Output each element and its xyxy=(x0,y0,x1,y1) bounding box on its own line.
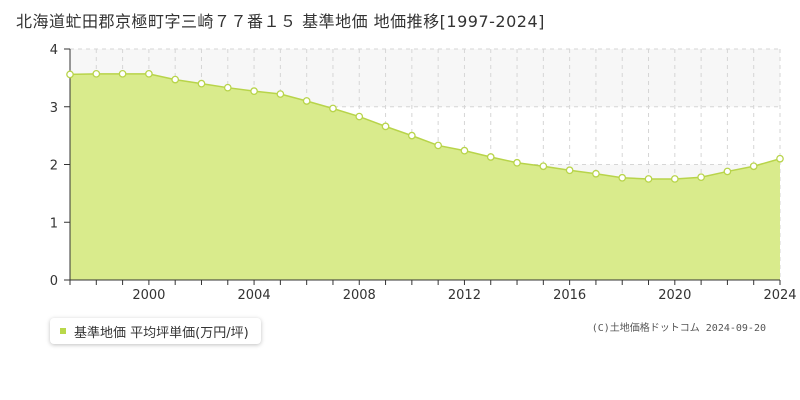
x-tick-label: 2008 xyxy=(343,288,376,303)
x-tick-label: 2016 xyxy=(553,288,586,303)
area-series xyxy=(69,73,781,281)
data-point xyxy=(697,173,705,182)
legend: 基準地価 平均坪単価(万円/坪) xyxy=(50,318,261,344)
data-points xyxy=(66,69,784,183)
y-tick-label: 0 xyxy=(50,274,58,289)
legend-swatch-icon xyxy=(60,328,66,334)
x-tick-label: 2024 xyxy=(763,288,796,303)
series-line xyxy=(69,73,781,180)
x-tick-labels: 2000 2004 2008 2012 2016 2020 2024 xyxy=(132,288,796,303)
data-point xyxy=(92,69,101,78)
legend-label: 基準地価 平均坪単価(万円/坪) xyxy=(74,325,249,341)
data-point xyxy=(329,104,337,113)
data-point xyxy=(723,167,732,176)
data-point xyxy=(644,175,653,183)
data-point xyxy=(539,162,548,171)
x-tick-label: 2012 xyxy=(448,288,481,303)
data-point xyxy=(513,158,521,167)
data-point xyxy=(66,70,74,79)
data-point xyxy=(250,87,258,96)
data-point xyxy=(276,90,285,98)
chart-title: 北海道虻田郡京極町字三崎７７番１５ 基準地価 地価推移[1997-2024] xyxy=(16,12,545,31)
data-point xyxy=(145,69,153,78)
data-point xyxy=(223,83,232,92)
data-point xyxy=(408,131,416,140)
data-point xyxy=(565,166,574,175)
data-point xyxy=(592,169,600,178)
x-tick-label: 2004 xyxy=(238,288,271,303)
area-fill xyxy=(70,73,780,281)
data-point xyxy=(460,146,469,155)
axes xyxy=(64,48,781,285)
y-tick-label: 1 xyxy=(50,216,58,231)
data-point xyxy=(486,153,495,161)
data-point xyxy=(171,75,180,84)
y-tick-labels: 0 1 2 3 4 xyxy=(50,43,58,289)
x-tick-label: 2020 xyxy=(658,288,691,303)
y-tick-label: 2 xyxy=(50,159,58,174)
y-tick-label: 4 xyxy=(50,43,58,58)
data-point xyxy=(118,69,127,78)
data-point xyxy=(302,97,311,105)
data-point xyxy=(355,112,364,121)
data-point xyxy=(670,175,679,183)
data-point xyxy=(197,79,206,88)
data-point xyxy=(749,162,758,171)
data-point xyxy=(381,122,390,131)
data-point xyxy=(776,154,784,163)
copyright-credit: (C)土地価格ドットコム 2024-09-20 xyxy=(591,323,766,334)
y-tick-label: 3 xyxy=(50,101,58,116)
x-tick-label: 2000 xyxy=(132,288,165,303)
data-point xyxy=(434,141,442,150)
data-point xyxy=(618,173,627,182)
